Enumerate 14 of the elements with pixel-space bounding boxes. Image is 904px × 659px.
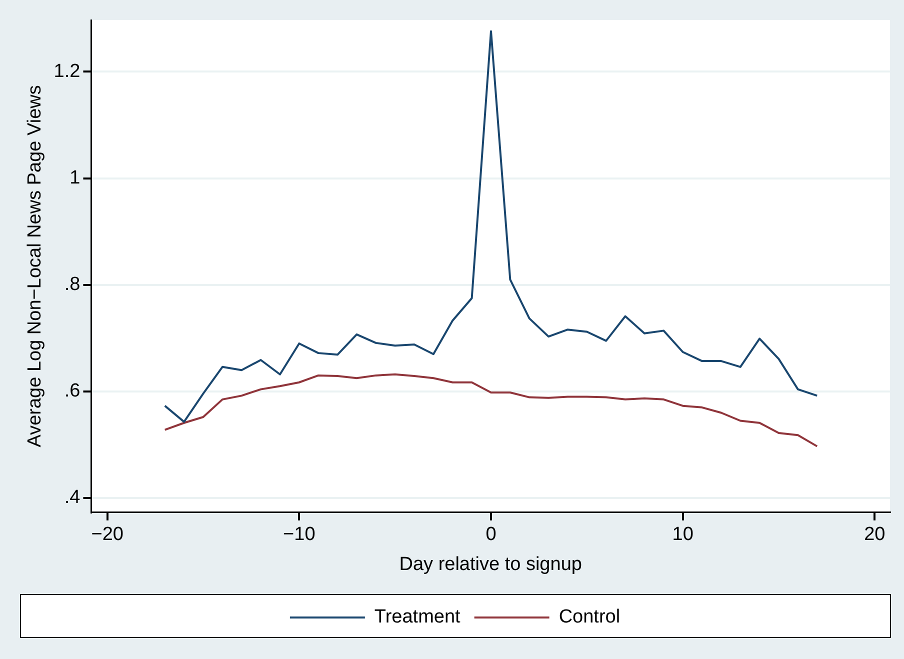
x-tick-label: 0 <box>486 524 496 546</box>
y-tick-label: .4 <box>64 487 81 508</box>
y-tick-label: 1.2 <box>54 60 80 82</box>
legend-label: Control <box>558 606 620 628</box>
x-tick-label: 20 <box>864 524 886 546</box>
x-axis-title: Day relative to signup <box>399 554 582 575</box>
legend-label: Treatment <box>374 606 462 628</box>
x-tick-label: −10 <box>283 524 316 546</box>
y-tick-label: .8 <box>64 274 80 296</box>
x-tick-label: 10 <box>672 524 694 546</box>
y-axis-title: Average Log Non−Local News Page Views <box>24 85 46 448</box>
x-tick-label: −20 <box>91 524 124 546</box>
y-tick-label: 1 <box>70 168 80 189</box>
y-tick-label: .6 <box>64 380 80 402</box>
